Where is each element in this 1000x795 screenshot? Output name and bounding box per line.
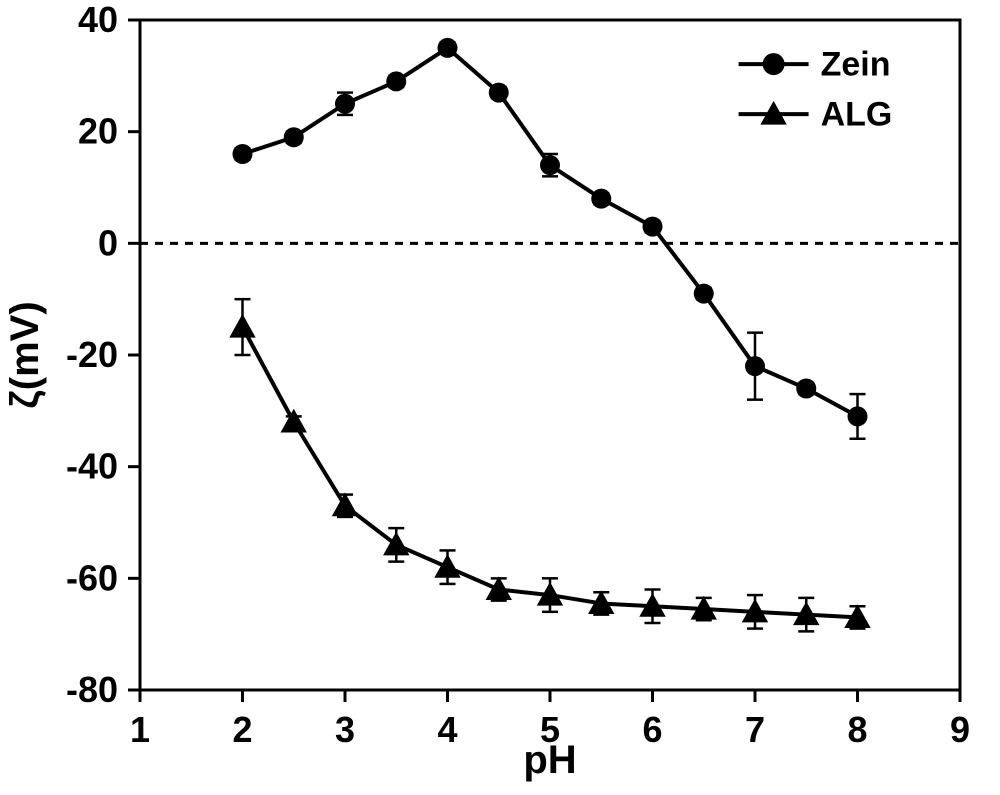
y-tick-label: -20 bbox=[66, 334, 118, 375]
data-marker bbox=[386, 71, 406, 91]
y-tick-label: -40 bbox=[66, 446, 118, 487]
x-tick-label: 3 bbox=[335, 709, 355, 750]
data-marker bbox=[643, 217, 663, 237]
x-tick-label: 8 bbox=[847, 709, 867, 750]
x-tick-label: 7 bbox=[745, 709, 765, 750]
y-tick-label: 20 bbox=[78, 111, 118, 152]
data-marker bbox=[763, 53, 785, 75]
data-marker bbox=[796, 379, 816, 399]
x-tick-label: 1 bbox=[130, 709, 150, 750]
x-tick-label: 6 bbox=[642, 709, 662, 750]
y-tick-label: 0 bbox=[98, 222, 118, 263]
chart-container: 123456789-80-60-40-2002040pHζ(mV)ZeinALG bbox=[0, 0, 1000, 795]
data-marker bbox=[284, 127, 304, 147]
data-marker bbox=[591, 189, 611, 209]
data-marker bbox=[540, 155, 560, 175]
y-tick-label: 40 bbox=[78, 0, 118, 40]
legend-label: ALG bbox=[821, 95, 893, 133]
x-axis-label: pH bbox=[523, 738, 576, 782]
data-marker bbox=[233, 144, 253, 164]
y-tick-label: -60 bbox=[66, 557, 118, 598]
data-marker bbox=[489, 83, 509, 103]
data-marker bbox=[694, 284, 714, 304]
x-tick-label: 9 bbox=[950, 709, 970, 750]
legend-label: Zein bbox=[821, 45, 891, 83]
data-marker bbox=[745, 356, 765, 376]
zeta-potential-chart: 123456789-80-60-40-2002040pHζ(mV)ZeinALG bbox=[0, 0, 1000, 795]
x-tick-label: 2 bbox=[232, 709, 252, 750]
data-marker bbox=[438, 38, 458, 58]
x-tick-label: 4 bbox=[437, 709, 457, 750]
y-axis-label: ζ(mV) bbox=[3, 301, 47, 408]
y-tick-label: -80 bbox=[66, 669, 118, 710]
data-marker bbox=[335, 94, 355, 114]
data-marker bbox=[848, 406, 868, 426]
